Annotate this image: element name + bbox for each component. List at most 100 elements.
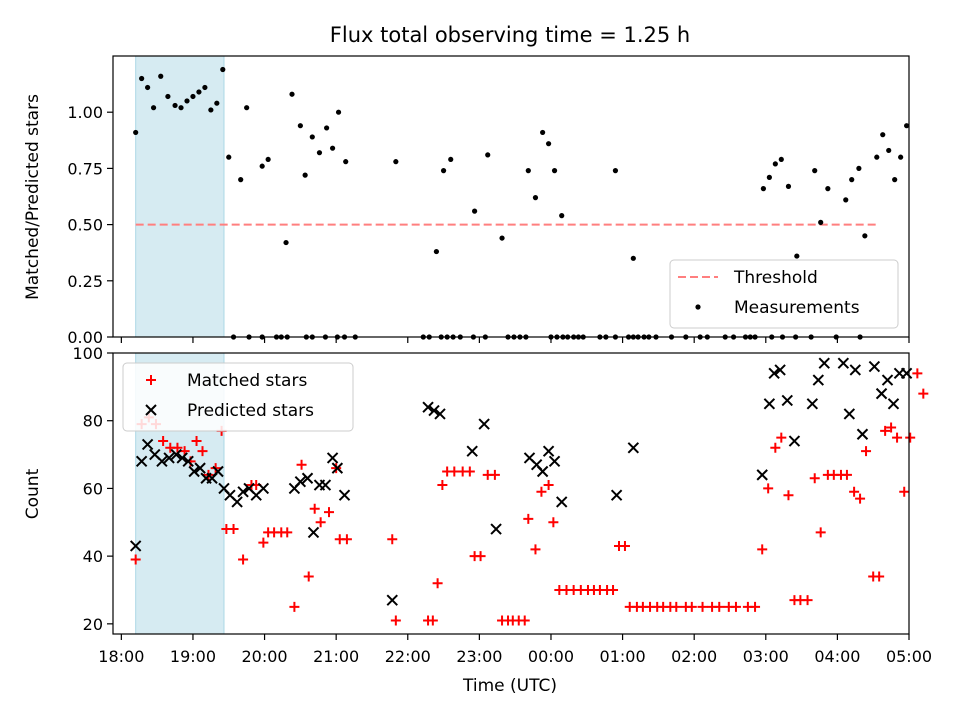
top-y-axis-label: Matched/Predicted stars	[23, 94, 43, 300]
matched-star-marker	[536, 486, 547, 497]
measurement-point	[196, 89, 202, 95]
bottom-y-tick-label: 20	[83, 615, 103, 634]
matched-star-marker	[238, 554, 249, 565]
predicted-star-marker	[331, 462, 344, 474]
measurement-point	[145, 84, 151, 91]
legend-matched-key	[146, 375, 156, 385]
measurement-point	[139, 75, 145, 82]
measurement-point	[433, 248, 440, 255]
measurement-point	[886, 147, 892, 154]
measurement-point	[545, 141, 552, 147]
matched-star-marker	[886, 422, 897, 433]
matched-star-marker	[855, 493, 866, 504]
measurement-point	[238, 177, 244, 183]
matched-star-marker	[841, 469, 852, 480]
legend-label: Predicted stars	[187, 401, 314, 421]
top-chart-title: Flux total observing time = 1.25 h	[330, 23, 690, 47]
bottom-plot-frame	[112, 352, 910, 635]
matched-star-marker	[849, 486, 860, 497]
bottom-x-tick-label: 20:00	[242, 647, 288, 666]
predicted-star-marker	[212, 465, 224, 478]
matched-star-marker	[197, 446, 208, 457]
predicted-star-marker	[237, 486, 249, 498]
matched-star-marker	[309, 503, 320, 514]
measurement-point	[472, 208, 478, 214]
measurement-point	[448, 156, 454, 163]
predicted-star-marker	[428, 404, 440, 417]
bottom-x-tick-label: 19:00	[170, 647, 216, 666]
bottom-y-tick-label: 40	[83, 547, 103, 566]
measurement-point	[259, 163, 265, 169]
measurement-point	[892, 177, 898, 183]
measurement-point	[849, 177, 855, 183]
measurement-point	[172, 102, 178, 109]
matched-star-marker	[619, 540, 630, 551]
matched-star-marker	[289, 601, 300, 612]
matched-star-marker	[228, 524, 239, 535]
matched-star-marker	[464, 466, 475, 477]
plot-layer: 0.00 0.25 0.50 0.75 1.00 20 40 60 80 100 18:00 19:0…	[67, 55, 932, 666]
matched-star-marker	[750, 601, 761, 612]
measurement-point	[760, 186, 767, 192]
predicted-star-marker	[610, 489, 623, 501]
measurement-point	[324, 125, 330, 131]
predicted-star-marker	[141, 438, 154, 451]
matched-star-marker	[530, 544, 541, 555]
predicted-star-marker	[536, 465, 549, 478]
measurement-point	[335, 109, 342, 115]
matched-star-marker	[172, 442, 183, 453]
matched-star-marker	[783, 490, 794, 501]
measurement-point	[190, 93, 196, 100]
predicted-star-marker	[301, 472, 314, 484]
matched-star-marker	[815, 527, 826, 538]
predicted-star-marker	[875, 387, 888, 400]
matched-star-marker	[912, 368, 923, 379]
measurement-point	[766, 174, 772, 180]
predicted-star-marker	[774, 364, 786, 376]
measurement-point	[825, 186, 831, 192]
matched-star-marker	[608, 584, 619, 595]
measurement-point	[393, 159, 399, 165]
bottom-x-tick-label: 21:00	[313, 647, 359, 666]
matched-star-marker	[543, 480, 554, 491]
matched-star-marker	[697, 601, 708, 612]
top-observing-span	[135, 55, 225, 338]
measurement-point	[880, 132, 886, 138]
matched-star-marker	[296, 459, 307, 470]
bottom-data-marks	[129, 357, 929, 626]
bottom-x-tick-label: 22:00	[385, 647, 431, 666]
predicted-star-marker	[818, 357, 830, 369]
predicted-star-marker	[294, 475, 307, 488]
matched-star-marker	[770, 442, 781, 453]
predicted-star-marker	[163, 452, 175, 464]
matched-star-marker	[475, 551, 486, 562]
predicted-star-marker	[556, 496, 568, 508]
predicted-star-marker	[135, 455, 148, 468]
measurement-point	[309, 134, 315, 140]
measurement-point	[226, 154, 232, 160]
matched-star-marker	[802, 595, 813, 606]
measurement-point	[540, 129, 546, 136]
bottom-x-tick-label: 00:00	[528, 647, 574, 666]
measurement-point	[265, 156, 271, 163]
matched-star-marker	[315, 517, 326, 528]
measurement-point	[612, 168, 619, 174]
matched-star-marker	[880, 425, 891, 436]
predicted-star-marker	[542, 445, 555, 457]
predicted-star-marker	[900, 367, 913, 380]
matched-star-marker	[523, 513, 534, 524]
measurement-point	[843, 197, 849, 203]
predicted-star-marker	[478, 418, 490, 430]
bottom-legend: Matched stars Predicted stars	[122, 362, 354, 432]
predicted-star-marker	[182, 455, 194, 468]
matched-star-marker	[324, 507, 335, 518]
measurement-point	[316, 150, 323, 156]
measurement-point	[874, 154, 880, 160]
predicted-star-marker	[194, 462, 206, 474]
predicted-star-marker	[837, 357, 850, 369]
matched-star-marker	[519, 615, 530, 626]
legend-predicted-key	[145, 404, 157, 416]
top-y-tick-label: 0.00	[67, 328, 103, 347]
measurement-point	[499, 235, 505, 241]
